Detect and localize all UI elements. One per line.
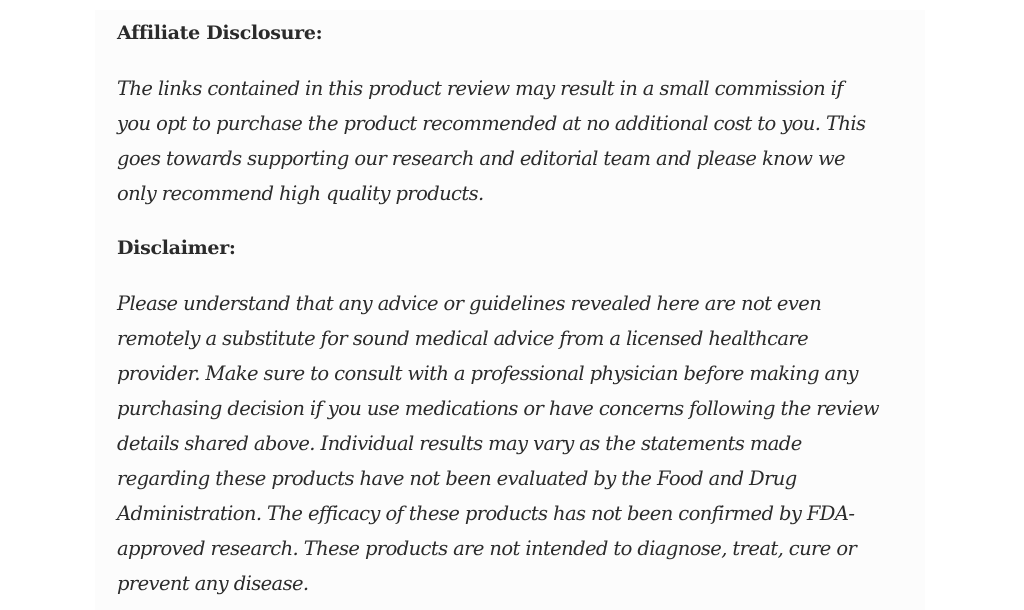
text-line: you opt to purchase the product recommen… <box>117 112 866 135</box>
text-line: remotely a substitute for sound medical … <box>117 327 809 350</box>
text-line: prevent any disease. <box>117 572 309 595</box>
text-line: goes towards supporting our research and… <box>117 147 846 170</box>
disclaimer-heading: Disclaimer: <box>117 237 236 259</box>
text-line: purchasing decision if you use medicatio… <box>117 397 880 420</box>
text-line: approved research. These products are no… <box>117 537 857 560</box>
text-line: regarding these products have not been e… <box>117 467 797 490</box>
affiliate-heading: Affiliate Disclosure: <box>117 22 323 44</box>
text-line: only recommend high quality products. <box>117 182 484 205</box>
content-box <box>95 10 925 610</box>
text-line: The links contained in this product revi… <box>117 77 844 100</box>
text-line: Administration. The efficacy of these pr… <box>117 502 855 525</box>
text-line: details shared above. Individual results… <box>117 432 802 455</box>
text-line: provider. Make sure to consult with a pr… <box>117 362 859 385</box>
disclaimer-paragraph: Please understand that any advice or gui… <box>117 286 880 601</box>
text-line: Please understand that any advice or gui… <box>117 292 822 315</box>
affiliate-paragraph: The links contained in this product revi… <box>117 71 866 211</box>
